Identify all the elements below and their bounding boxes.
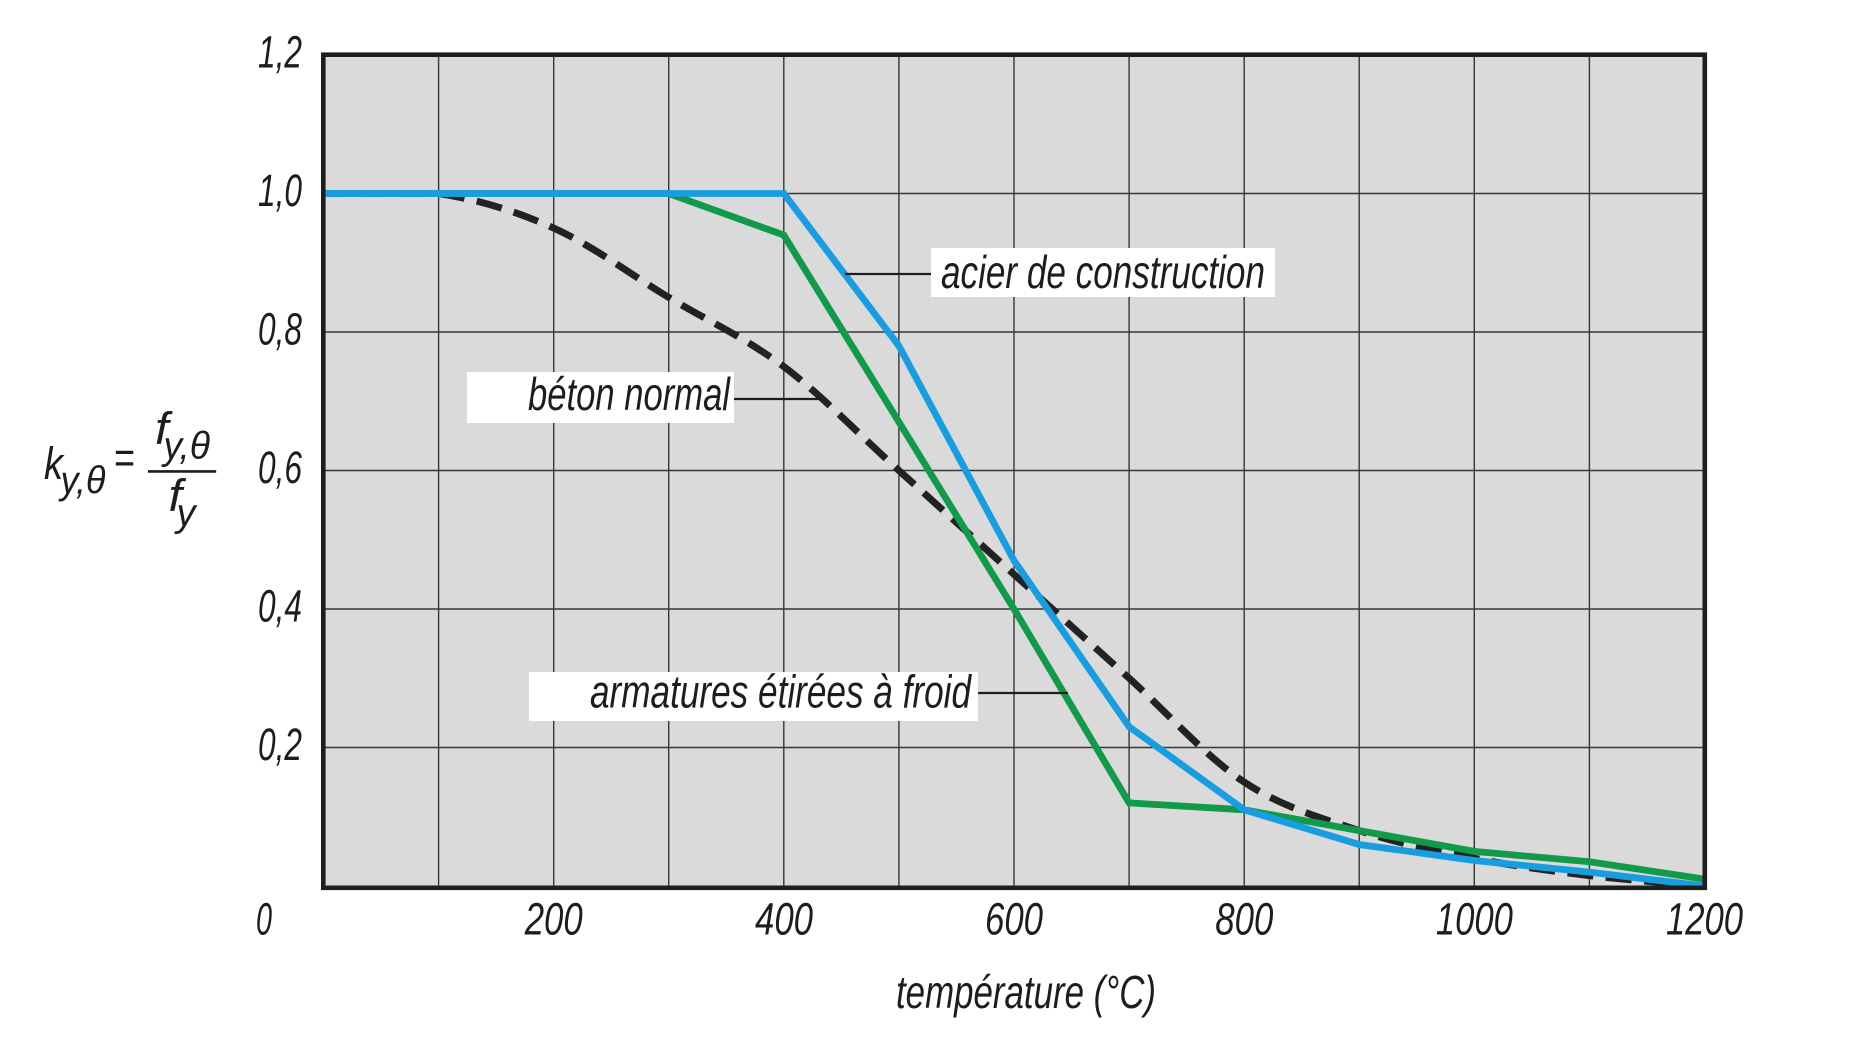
svg-text:0,4: 0,4 [258, 581, 302, 632]
svg-text:0: 0 [256, 894, 272, 945]
svg-text:y: y [174, 492, 198, 535]
svg-text:1,2: 1,2 [258, 27, 302, 78]
svg-text:0,6: 0,6 [258, 442, 303, 493]
svg-text:acier de construction: acier de construction [941, 246, 1265, 298]
svg-text:armatures étirées à froid: armatures étirées à froid [590, 666, 972, 718]
svg-text:1,0: 1,0 [258, 165, 302, 216]
svg-text:y,θ: y,θ [58, 460, 106, 503]
svg-text:400: 400 [755, 894, 813, 945]
svg-text:y,θ: y,θ [161, 425, 210, 468]
svg-text:200: 200 [524, 894, 583, 945]
svg-text:0,8: 0,8 [258, 304, 302, 355]
svg-text:1200: 1200 [1666, 894, 1743, 945]
svg-text:k: k [44, 438, 65, 489]
svg-text:0,2: 0,2 [258, 719, 302, 770]
svg-text:=: = [114, 432, 135, 483]
svg-text:température (°C): température (°C) [896, 966, 1156, 1018]
svg-text:600: 600 [985, 894, 1043, 945]
svg-text:800: 800 [1215, 894, 1273, 945]
svg-text:1000: 1000 [1436, 894, 1513, 945]
svg-text:béton normal: béton normal [528, 368, 731, 420]
